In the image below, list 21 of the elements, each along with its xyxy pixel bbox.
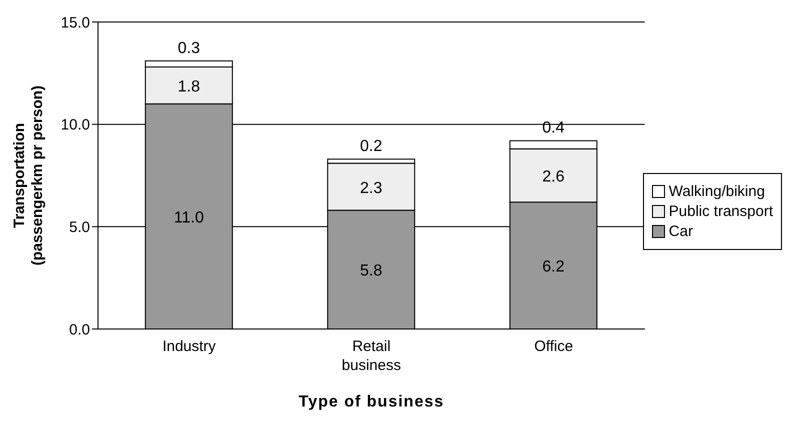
y-axis-title: Transportation (passengerkm pr person) [11,85,46,266]
data-label: 6.2 [542,258,565,276]
data-label: 1.8 [178,78,200,96]
y-tick-label: 5.0 [69,218,90,236]
x-axis-title: Type of business [298,393,444,410]
data-label: 0.4 [542,120,565,137]
x-tick-label: Office [534,338,574,355]
legend-label: Public transport [668,203,773,220]
data-label: 0.2 [360,138,382,156]
y-tick-label: 15.0 [60,14,90,32]
data-label: 5.8 [360,262,382,280]
data-label: 11.0 [174,209,204,226]
x-tick-label: Industry [162,338,216,355]
data-label: 2.6 [542,168,565,186]
y-tick-label: 0.0 [69,321,90,338]
data-label: 2.3 [360,180,382,197]
x-tick-label: Retail business [342,338,401,374]
legend-label: Car [668,223,693,240]
legend-label: Walking/biking [668,183,765,200]
data-label: 0.3 [178,40,200,57]
y-tick-label: 10.0 [60,116,90,134]
